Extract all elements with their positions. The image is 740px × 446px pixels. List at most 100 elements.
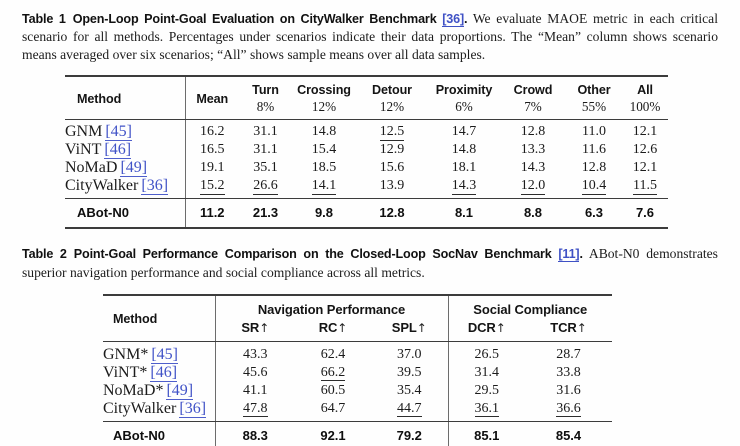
t1-header-other: Other 55% xyxy=(566,76,622,121)
table1-caption-lead: Table 1 Open-Loop Point-Goal Evaluation o… xyxy=(22,12,468,27)
t2-header-navigation-performance: Navigation Performance xyxy=(215,295,449,319)
value-cell: 10.4 xyxy=(566,176,622,200)
value-cell: 31.1 xyxy=(253,124,278,140)
table1-caption: Table 1 Open-Loop Point-Goal Evaluation o… xyxy=(22,10,718,63)
table2-caption-lead: Table 2 Point-Goal Performance Comparison… xyxy=(22,247,583,263)
t1-header-proximity-pct: 6% xyxy=(455,99,473,115)
value-cell: 47.8 xyxy=(215,399,295,422)
value-cell: 43.3 xyxy=(243,346,268,362)
value-cell: 66.2 xyxy=(320,364,346,382)
table2-group-header-row: Method Navigation Performance Social Com… xyxy=(103,295,612,343)
value-cell: 12.1 xyxy=(632,124,658,140)
caption2-period: . xyxy=(579,247,583,262)
t2-header-method: Method xyxy=(103,295,216,343)
value-cell: 31.1 xyxy=(253,142,278,158)
table-row-abot-n0-2: ABot-N0 88.3 92.1 79.2 85.1 85.4 xyxy=(103,421,612,446)
table2-subheader-row: SR↑ RC↑ SPL↑ DCR↑ TCR↑ xyxy=(103,318,612,343)
value-cell: 18.1 xyxy=(451,160,477,176)
citation-link-36[interactable]: [36] xyxy=(442,12,464,27)
up-arrow-icon: ↑ xyxy=(416,321,427,336)
value-cell: 62.4 xyxy=(320,346,346,362)
t1-header-all-pct: 100% xyxy=(629,99,661,115)
value-cell: 12.8 xyxy=(520,124,546,140)
value-cell: 19.1 xyxy=(200,160,225,176)
value-cell: 31.6 xyxy=(556,382,581,398)
t1-header-detour: Detour 12% xyxy=(356,76,428,121)
method-cell: GNM* [45] xyxy=(103,341,216,364)
method-cell: ABot-N0 xyxy=(103,421,216,446)
table-row-citywalker: CityWalker [36] 15.2 26.6 14.1 13.9 14.3 … xyxy=(65,176,668,200)
value-cell: 14.8 xyxy=(451,142,477,158)
citation-link-11[interactable]: [11] xyxy=(558,247,580,263)
t1-header-other-pct: 55% xyxy=(581,99,607,115)
t2-header-tcr: TCR↑ xyxy=(525,318,612,343)
value-cell: 79.2 xyxy=(371,421,449,446)
value-cell: 6.3 xyxy=(584,205,604,221)
citation-link-45[interactable]: [45] xyxy=(151,345,178,364)
t1-header-crowd: Crowd 7% xyxy=(500,76,566,121)
t1-header-crossing: Crossing 12% xyxy=(292,76,356,121)
table-row-vint: ViNT [46] 16.5 31.1 15.4 12.9 14.8 13.3 1… xyxy=(65,140,668,160)
up-arrow-icon: ↑ xyxy=(337,321,348,336)
t1-header-mean: Mean xyxy=(185,76,239,121)
value-cell: 26.5 xyxy=(474,346,500,362)
value-cell: 13.3 xyxy=(520,142,546,158)
value-cell: 12.1 xyxy=(632,160,658,176)
citation-link-49[interactable]: [49] xyxy=(120,159,148,178)
value-cell: 26.6 xyxy=(239,176,292,200)
value-cell: 12.9 xyxy=(379,142,405,158)
table-row-nomad: NoMaD [49] 19.1 35.1 18.5 15.6 18.1 14.3 … xyxy=(65,158,668,178)
citation-link-46[interactable]: [46] xyxy=(150,363,178,382)
method-cell: CityWalker [36] xyxy=(65,176,186,200)
value-cell: 12.6 xyxy=(632,142,658,158)
table2-label: Table 2 xyxy=(22,247,67,262)
t1-header-crowd-pct: 7% xyxy=(524,99,542,115)
t1-header-all: All 100% xyxy=(622,76,668,121)
table1-header-row: Method Mean Turn 8% Crossing 12% Detour 12%… xyxy=(65,76,668,121)
table-row-citywalker2: CityWalker [36] 47.8 64.7 44.7 36.1 36.6 xyxy=(103,399,612,422)
table-row-nomad-star: NoMaD* [49] 41.1 60.5 35.4 29.5 31.6 xyxy=(103,381,612,400)
value-cell: 31.4 xyxy=(474,364,500,380)
value-cell: 29.5 xyxy=(474,382,500,398)
value-cell: 14.3 xyxy=(520,160,546,176)
t1-header-proximity: Proximity 6% xyxy=(428,76,500,121)
value-cell: 36.6 xyxy=(525,399,612,422)
value-cell: 92.1 xyxy=(320,427,346,443)
up-arrow-icon: ↑ xyxy=(495,321,506,336)
value-cell: 33.8 xyxy=(556,364,581,380)
t2-header-sr: SR↑ xyxy=(215,318,295,343)
table-row-gnm-star: GNM* [45] 43.3 62.4 37.0 26.5 28.7 xyxy=(103,341,612,364)
value-cell: 15.2 xyxy=(185,176,239,200)
citation-link-49[interactable]: [49] xyxy=(166,381,194,400)
method-cell: ViNT [46] xyxy=(65,140,186,160)
value-cell: 45.6 xyxy=(243,364,268,380)
value-cell: 11.6 xyxy=(582,142,606,158)
value-cell: 12.8 xyxy=(379,205,405,221)
value-cell: 41.1 xyxy=(243,382,268,398)
open-loop-table: Method Mean Turn 8% Crossing 12% Detour 12%… xyxy=(65,75,668,230)
value-cell: 28.7 xyxy=(556,346,581,362)
value-cell: 15.4 xyxy=(311,142,337,158)
t2-header-dcr: DCR↑ xyxy=(448,318,525,343)
value-cell: 12.8 xyxy=(581,160,607,176)
value-cell: 12.5 xyxy=(379,124,405,141)
value-cell: 18.5 xyxy=(311,160,337,176)
t1-header-detour-pct: 12% xyxy=(379,99,405,115)
table2-title: Point-Goal Performance Comparison on the… xyxy=(73,247,552,262)
value-cell: 36.1 xyxy=(448,399,525,422)
t2-header-spl: SPL↑ xyxy=(371,318,449,343)
value-cell: 85.1 xyxy=(474,427,500,443)
citation-link-36[interactable]: [36] xyxy=(179,399,207,418)
value-cell: 13.9 xyxy=(356,176,428,200)
citation-link-46[interactable]: [46] xyxy=(104,141,132,160)
value-cell: 39.5 xyxy=(371,363,449,382)
value-cell: 88.3 xyxy=(242,427,268,443)
value-cell: 35.1 xyxy=(253,160,278,176)
value-cell: 35.4 xyxy=(371,381,449,400)
method-cell: NoMaD [49] xyxy=(65,158,186,178)
socnav-table: Method Navigation Performance Social Com… xyxy=(103,294,612,446)
table1-label: Table 1 xyxy=(22,12,66,26)
citation-link-36[interactable]: [36] xyxy=(141,177,169,196)
citation-link-45[interactable]: [45] xyxy=(105,123,132,142)
